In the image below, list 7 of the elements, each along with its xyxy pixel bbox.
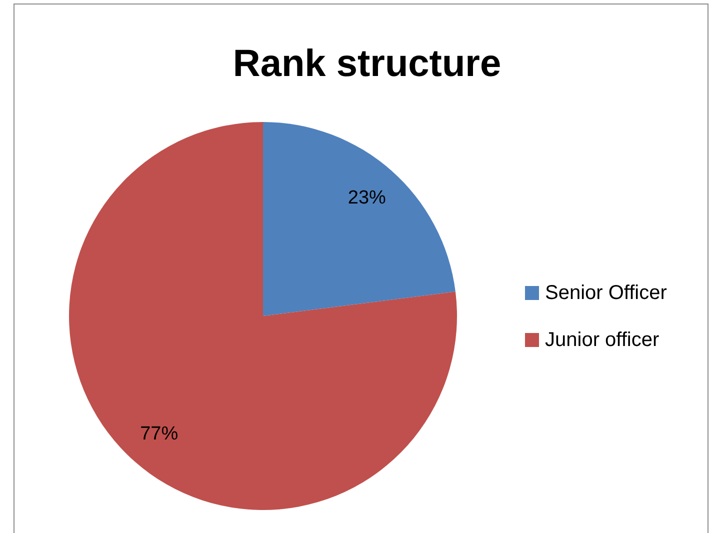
pie-slice (263, 122, 456, 316)
pie-slice (69, 122, 457, 510)
legend-label: Senior Officer (545, 282, 668, 304)
data-label: 23% (348, 188, 386, 209)
legend-label: Junior officer (545, 329, 660, 351)
chart-title: Rank structure (232, 43, 502, 85)
data-label: 77% (140, 423, 178, 444)
